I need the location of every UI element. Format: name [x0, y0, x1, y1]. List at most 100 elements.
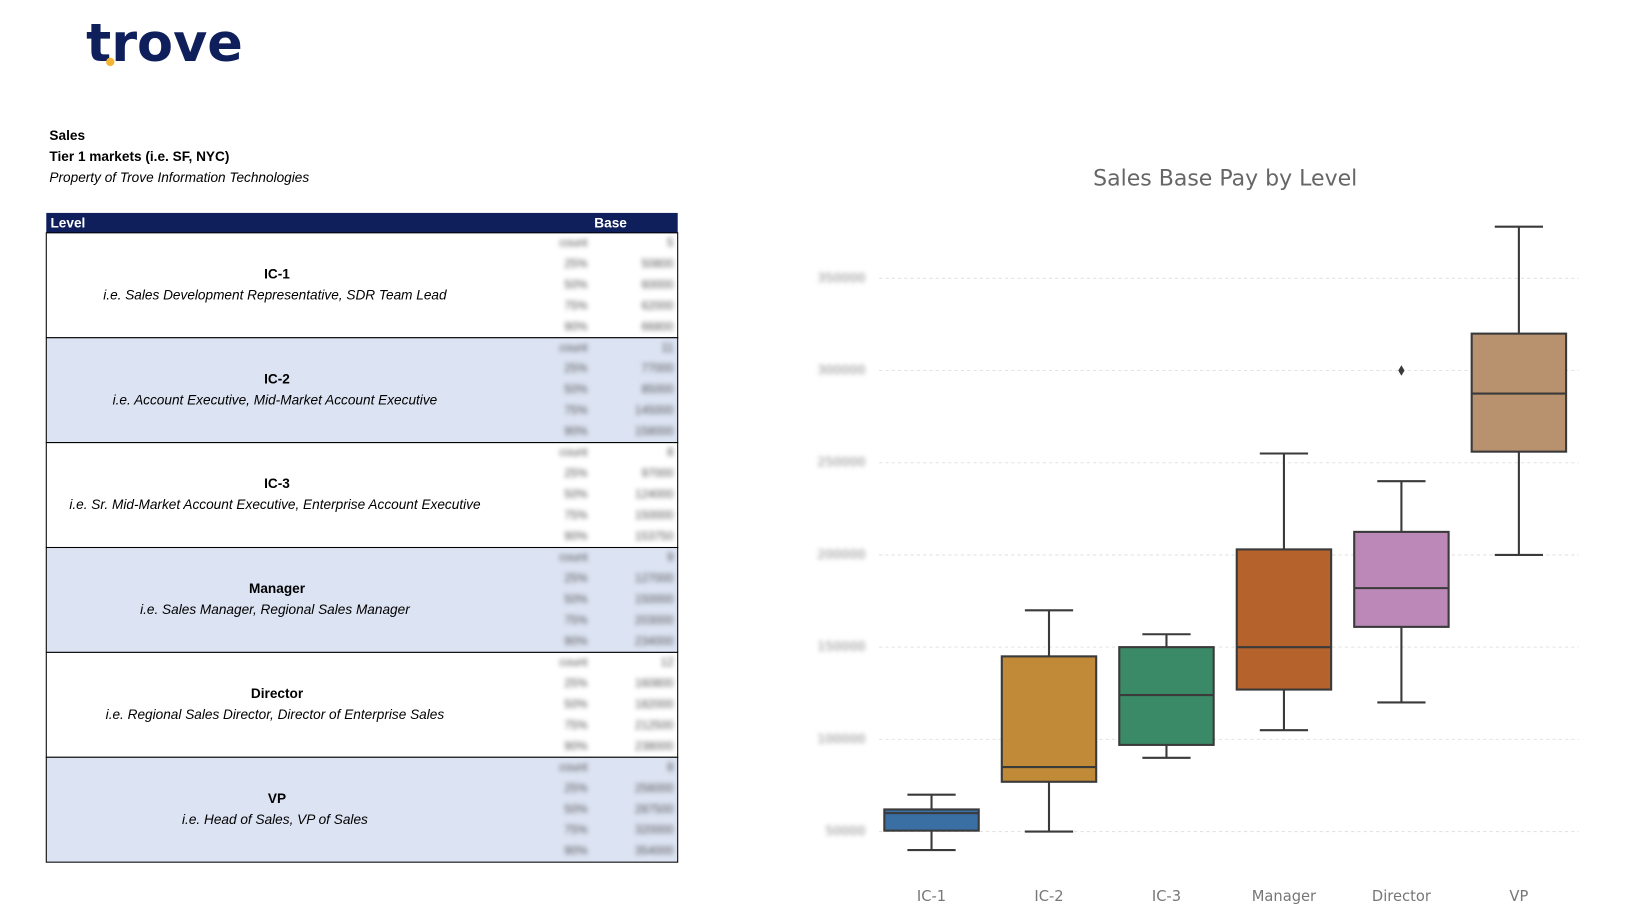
level-name: Manager	[249, 581, 306, 596]
header-line: Property of Trove Information Technologi…	[49, 170, 309, 185]
stat-label: 25%	[564, 783, 587, 795]
stat-value: 153750	[635, 531, 673, 543]
x-tick-label: VP	[1509, 888, 1528, 905]
stat-value: 150000	[635, 594, 673, 606]
stat-label: 75%	[564, 300, 587, 312]
stat-label: 50%	[564, 699, 587, 711]
table-row	[45, 442, 679, 549]
stat-label: 25%	[564, 678, 587, 690]
stat-value: 127000	[635, 573, 673, 585]
header-line: Tier 1 markets (i.e. SF, NYC)	[49, 149, 229, 164]
box	[1353, 530, 1450, 628]
y-tick-label: 100000	[817, 731, 865, 746]
box	[883, 808, 980, 832]
stat-value: 60000	[641, 279, 673, 291]
level-desc: i.e. Sales Development Representative, S…	[103, 287, 447, 302]
level-name: VP	[268, 791, 286, 806]
stat-value: 145000	[635, 405, 673, 417]
level-desc: i.e. Sales Manager, Regional Sales Manag…	[140, 602, 410, 617]
stat-value: 8	[667, 762, 673, 774]
x-tick-label: Director	[1372, 888, 1432, 905]
stat-label: 25%	[564, 363, 587, 375]
y-tick-label: 150000	[817, 639, 865, 654]
stat-label: 50%	[564, 279, 587, 291]
stat-value: 182000	[635, 699, 673, 711]
chart-title: Sales Base Pay by Level	[1093, 166, 1357, 191]
table-row	[45, 546, 679, 653]
stat-label: 50%	[564, 489, 587, 501]
table-row	[45, 756, 679, 863]
y-tick-label: 350000	[817, 270, 865, 285]
stat-value: 62000	[641, 300, 673, 312]
stat-value: 150000	[635, 510, 673, 522]
x-tick-label: Manager	[1252, 888, 1317, 905]
stat-value: 238000	[635, 741, 673, 753]
stat-label: 90%	[564, 321, 587, 333]
y-tick-label: 50000	[825, 823, 865, 838]
level-desc: i.e. Account Executive, Mid-Market Accou…	[113, 392, 438, 407]
stat-value: 160800	[635, 678, 673, 690]
stat-label: count	[559, 762, 588, 774]
stat-value: 8	[667, 447, 673, 459]
y-tick-label: 200000	[817, 546, 865, 561]
y-tick-label: 250000	[817, 454, 865, 469]
stat-value: 256000	[635, 783, 673, 795]
x-tick-label: IC-2	[1034, 888, 1063, 905]
stat-label: 50%	[564, 804, 587, 816]
stat-label: count	[559, 552, 588, 564]
stat-value: 50800	[641, 258, 673, 270]
stat-value: 97000	[641, 468, 673, 480]
column-header: Base	[594, 216, 627, 231]
stat-label: 75%	[564, 405, 587, 417]
box	[1000, 655, 1098, 783]
stat-label: 75%	[564, 720, 587, 732]
stat-label: 25%	[564, 258, 587, 270]
stat-value: 203000	[635, 615, 673, 627]
stat-label: 75%	[564, 615, 587, 627]
level-name: Director	[251, 686, 304, 701]
stat-label: count	[559, 657, 588, 669]
stat-label: count	[559, 447, 588, 459]
stat-label: 90%	[564, 636, 587, 648]
stat-value: 124000	[635, 489, 673, 501]
stat-label: 90%	[564, 426, 587, 438]
logo-dot	[106, 57, 115, 67]
stat-label: 75%	[564, 510, 587, 522]
level-name: IC-1	[264, 266, 290, 281]
stat-value: 354000	[635, 846, 673, 858]
x-tick-label: IC-3	[1152, 888, 1181, 905]
level-name: IC-2	[264, 371, 290, 386]
stat-value: 287500	[635, 804, 673, 816]
stat-label: 25%	[564, 468, 587, 480]
stat-value: 11	[662, 342, 674, 354]
stat-label: 75%	[564, 825, 587, 837]
table-header	[46, 212, 678, 233]
stat-label: count	[559, 237, 588, 249]
stat-value: 5	[667, 237, 673, 249]
stat-value: 85000	[641, 384, 673, 396]
header-line: Sales	[49, 128, 85, 143]
column-header: Level	[50, 216, 85, 231]
stat-label: 50%	[564, 384, 587, 396]
level-desc: i.e. Head of Sales, VP of Sales	[182, 812, 368, 827]
outlier	[1398, 365, 1405, 376]
stat-value: 77000	[641, 363, 673, 375]
level-name: IC-3	[264, 476, 290, 491]
y-tick-label: 300000	[817, 362, 865, 377]
stat-label: 50%	[564, 594, 587, 606]
stat-label: count	[559, 342, 588, 354]
table-row	[45, 337, 679, 444]
level-desc: i.e. Regional Sales Director, Director o…	[106, 707, 445, 722]
box	[1235, 548, 1333, 691]
stat-value: 9	[667, 552, 673, 564]
table-row	[45, 232, 679, 339]
stat-value: 12	[661, 657, 674, 669]
stat-value: 212500	[635, 720, 673, 732]
stat-value: 234000	[635, 636, 673, 648]
level-desc: i.e. Sr. Mid-Market Account Executive, E…	[69, 497, 481, 512]
stat-label: 90%	[564, 531, 587, 543]
stat-value: 66800	[641, 321, 673, 333]
stat-label: 90%	[564, 741, 587, 753]
stat-value: 158000	[635, 426, 673, 438]
